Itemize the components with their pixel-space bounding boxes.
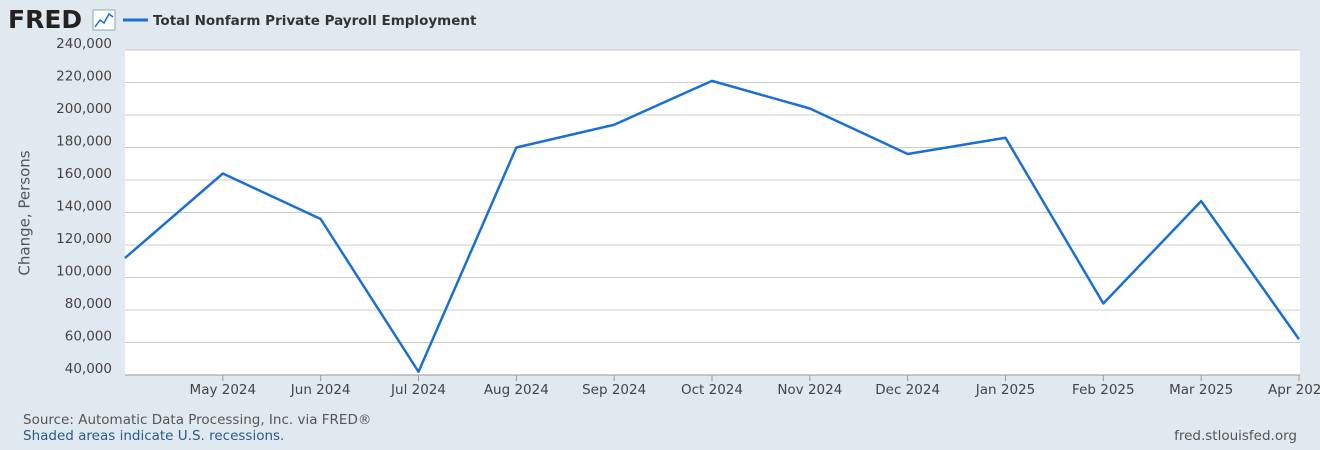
data-line <box>124 79 1301 373</box>
x-tick-label: Oct 2024 <box>681 382 743 398</box>
x-tick-label: Jul 2024 <box>390 382 446 398</box>
y-tick-label: 160,000 <box>56 166 112 182</box>
y-tick-label: 120,000 <box>56 231 112 247</box>
url[interactable]: fred.stlouisfed.org <box>1174 428 1297 444</box>
source: Source: Automatic Data Processing, Inc. … <box>23 412 371 428</box>
x-tick-label: Dec 2024 <box>875 382 940 398</box>
y-tick-label: 140,000 <box>56 199 112 215</box>
y-tick-label: 80,000 <box>65 296 112 312</box>
y-tick-label: 220,000 <box>56 69 112 85</box>
x-tick-label: Feb 2025 <box>1072 382 1135 398</box>
logo-icon <box>92 9 116 31</box>
x-tick-label: Nov 2024 <box>777 382 842 398</box>
x-tick-label: Apr 2025 <box>1268 382 1320 398</box>
x-tick-label: Jun 2024 <box>290 382 351 398</box>
legend-label: Total Nonfarm Private Payroll Employment <box>153 13 477 29</box>
x-tick-label: May 2024 <box>190 382 257 398</box>
x-tick-label: Jan 2025 <box>975 382 1035 398</box>
y-tick-label: 240,000 <box>56 36 112 52</box>
x-tick-label: Sep 2024 <box>582 382 646 398</box>
y-tick-label: 40,000 <box>65 361 112 377</box>
y-tick-label: 200,000 <box>56 101 112 117</box>
y-tick-label: 60,000 <box>65 329 112 345</box>
y-axis-title: Change, Persons <box>16 150 34 275</box>
x-tick-label: Mar 2025 <box>1169 382 1233 398</box>
y-tick-label: 180,000 <box>56 134 112 150</box>
recession-note[interactable]: Shaded areas indicate U.S. recessions. <box>23 428 284 444</box>
x-tick-label: Aug 2024 <box>484 382 549 398</box>
y-tick-label: 100,000 <box>56 264 112 280</box>
logo: FRED <box>8 5 82 34</box>
